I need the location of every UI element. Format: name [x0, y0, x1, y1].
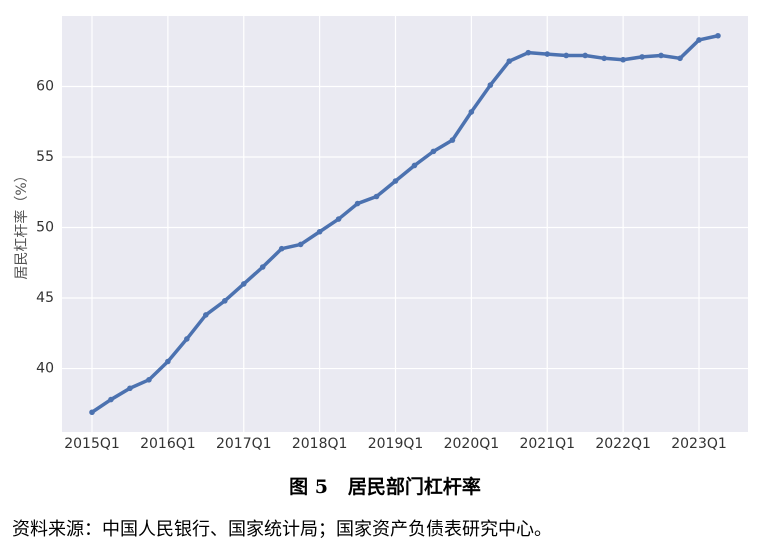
data-point — [146, 377, 152, 383]
y-tick-label: 55 — [36, 149, 54, 165]
data-point — [620, 56, 626, 63]
x-tick-label: 2016Q1 — [140, 436, 196, 452]
data-point — [411, 162, 418, 169]
data-point — [715, 32, 721, 39]
data-line — [91, 34, 719, 414]
data-point — [430, 148, 437, 155]
data-point — [601, 55, 607, 62]
y-tick-label: 60 — [36, 79, 54, 95]
x-tick-label: 2017Q1 — [216, 436, 272, 452]
data-point — [221, 298, 228, 304]
data-point — [240, 281, 247, 287]
data-point — [506, 58, 513, 64]
x-tick-label: 2022Q1 — [595, 436, 651, 452]
data-point — [468, 109, 475, 115]
data-point — [108, 396, 114, 403]
grid — [62, 16, 748, 432]
data-point — [373, 193, 380, 200]
x-tick-label: 2015Q1 — [64, 436, 120, 452]
data-point — [563, 52, 570, 59]
x-tick-label: 2018Q1 — [292, 436, 348, 452]
data-point — [165, 358, 171, 365]
chart-title: 图 5 居民部门杠杆率 — [289, 475, 481, 498]
source-note: 资料来源：中国人民银行、国家统计局；国家资产负债表研究中心。 — [12, 519, 552, 540]
x-tick-label: 2020Q1 — [444, 436, 500, 452]
data-point — [677, 55, 683, 62]
data-point — [487, 82, 494, 88]
data-point — [582, 52, 588, 59]
data-point — [127, 385, 133, 392]
x-tick-label: 2019Q1 — [368, 436, 424, 452]
data-point — [335, 216, 342, 222]
y-tick-label: 40 — [36, 361, 54, 377]
x-tick-label: 2021Q1 — [519, 436, 575, 452]
data-point — [544, 51, 551, 57]
data-point — [278, 245, 285, 252]
data-point — [525, 49, 532, 56]
data-point — [696, 37, 702, 43]
data-point — [449, 137, 456, 143]
data-point — [259, 264, 266, 270]
data-point — [316, 228, 323, 235]
y-tick-label: 45 — [36, 290, 54, 306]
data-point — [639, 54, 645, 60]
plot-area — [62, 16, 748, 432]
data-point — [297, 241, 304, 248]
data-point — [89, 409, 95, 416]
y-tick-label: 50 — [36, 220, 54, 236]
data-point — [354, 200, 361, 207]
data-point — [392, 178, 399, 184]
x-tick-label: 2023Q1 — [671, 436, 727, 452]
plot — [89, 32, 721, 416]
y-axis-label: 居民杠杆率（%） — [13, 168, 30, 279]
data-point — [184, 336, 190, 342]
data-point — [658, 52, 664, 59]
data-point — [203, 312, 209, 318]
